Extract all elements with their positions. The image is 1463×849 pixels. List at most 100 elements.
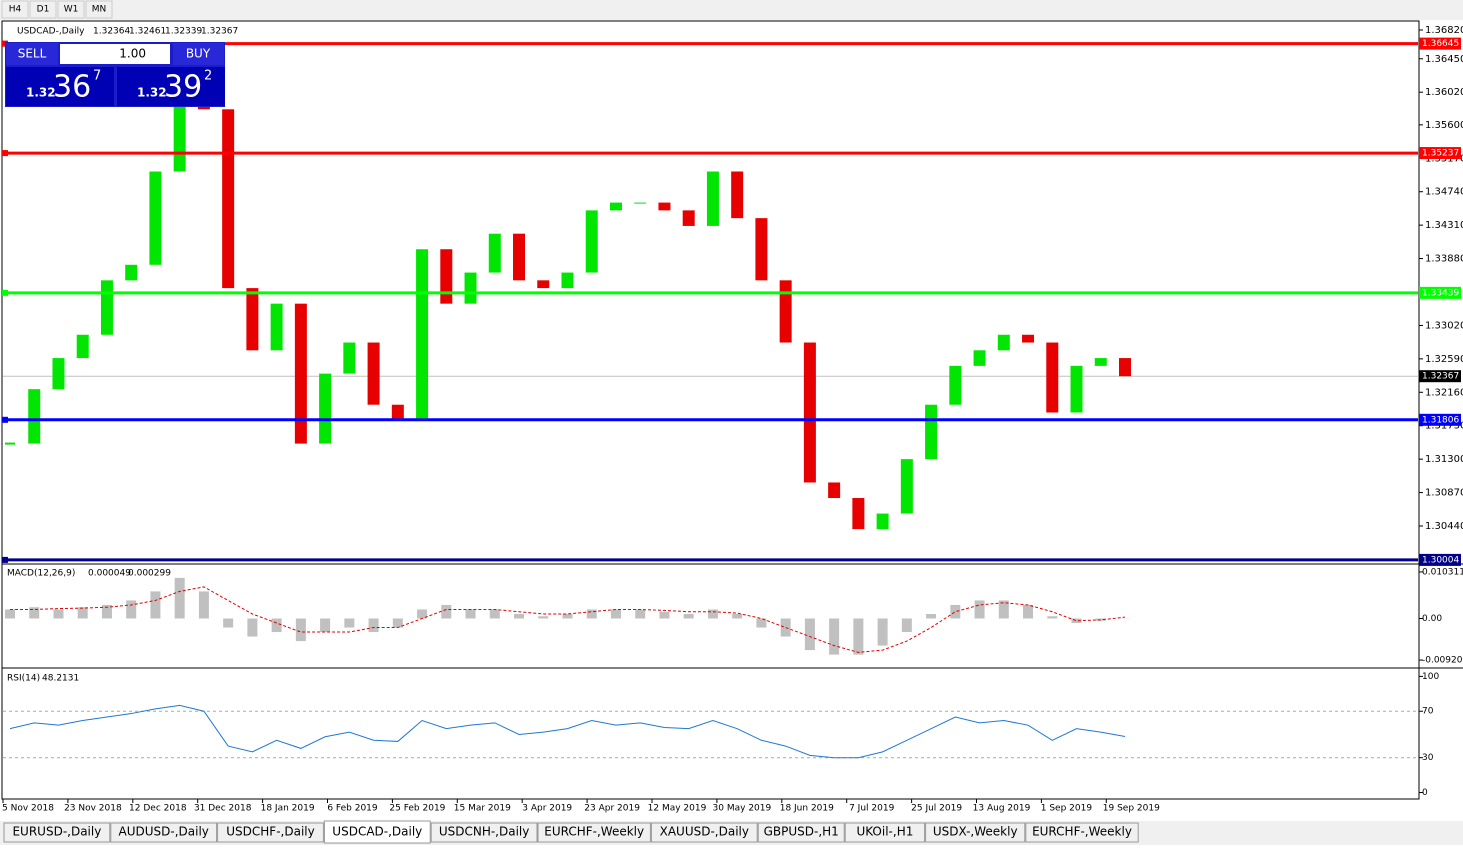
x-tick-label: 12 Dec 2018 [129,804,187,814]
macd-bar [199,591,209,618]
x-tick-label: 13 Aug 2019 [973,804,1031,814]
candle [416,249,428,420]
y-tick-label: 1.36820 [1425,25,1463,36]
macd-bar [708,609,718,618]
y-tick-label: 30 [1422,753,1434,763]
candle [222,109,234,288]
candle [586,210,598,272]
y-tick-label: 1.35600 [1425,120,1463,131]
candle [925,405,937,459]
tab-label: EURCHF-,Weekly [1032,825,1132,839]
candle [610,203,622,211]
tab-label: EURCHF-,Weekly [544,825,644,839]
y-tick-label: 70 [1422,707,1434,717]
candle [949,366,961,405]
y-tick-label: 1.36450 [1425,54,1463,65]
chart-title: USDCAD-,Daily [17,27,85,37]
candle [1046,343,1058,413]
candle [731,171,743,218]
macd-bar [853,619,863,655]
macd-bar [563,614,573,619]
macd-bar [514,614,524,619]
macd-bar [369,619,379,633]
level-handle[interactable] [2,557,8,563]
candle [319,374,331,444]
y-tick-label: 1.30870 [1425,488,1463,499]
toolbar [0,0,1463,20]
level-label: 1.31806 [1422,415,1459,425]
macd-bar [320,619,330,633]
candle [804,343,816,483]
candle [1071,366,1083,413]
y-tick-label: 100 [1422,672,1439,682]
macd-bar [150,591,160,618]
macd-bar [611,609,621,618]
ohlc-value: 1.32364 [93,27,130,37]
ohlc-value: 1.32367 [201,27,238,37]
macd-bar [466,609,476,618]
price-big: 1.32 [137,86,167,100]
candle [295,304,307,444]
level-label: 1.35237 [1422,149,1459,159]
candle [562,273,574,289]
macd-bar [635,609,645,618]
candle [537,280,549,288]
x-tick-label: 12 May 2019 [648,804,707,814]
lot-input[interactable] [60,44,170,64]
candle [125,265,137,281]
x-tick-label: 25 Feb 2019 [389,804,445,814]
candle [77,335,89,358]
x-tick-label: 23 Apr 2019 [584,804,640,814]
macd-bar [902,619,912,633]
macd-bar [5,609,15,618]
macd-bar [926,614,936,619]
macd-bar [950,605,960,619]
y-tick-label: 1.32590 [1425,354,1463,365]
x-tick-label: 1 Sep 2019 [1041,804,1093,814]
x-tick-label: 15 Mar 2019 [454,804,511,814]
level-handle[interactable] [2,290,8,296]
candle [101,280,113,334]
candle [368,343,380,405]
candle [343,343,355,374]
tab-label: USDCNH-,Daily [439,825,530,839]
level-handle[interactable] [2,417,8,423]
candle [28,389,40,443]
y-tick-label: 1.31300 [1425,454,1463,465]
y-tick-label: 1.34310 [1425,220,1463,231]
x-tick-label: 18 Jan 2019 [261,804,315,814]
tab-label: EURUSD-,Daily [12,825,101,839]
level-label: 1.33439 [1422,288,1459,298]
macd-bar [175,578,185,619]
x-tick-label: 18 Jun 2019 [780,804,834,814]
candle [974,350,986,366]
indicator-value: 48.2131 [42,674,79,684]
y-tick-label: 1.30440 [1425,521,1463,532]
x-tick-label: 19 Sep 2019 [1103,804,1160,814]
timeframe-label: H4 [9,5,22,15]
ohlc-value: 1.32461 [129,27,166,37]
macd-bar [732,614,742,619]
level-handle[interactable] [2,150,8,156]
candle [998,335,1010,351]
macd-bar [1023,605,1033,619]
x-tick-label: 31 Dec 2018 [194,804,252,814]
x-tick-label: 25 Jul 2019 [911,804,962,814]
candle [489,234,501,273]
price-pips: 36 [53,70,91,105]
x-tick-label: 6 Feb 2019 [327,804,378,814]
candle [392,405,404,421]
macd-bar [975,600,985,618]
candle [246,288,258,350]
tab-label: USDX-,Weekly [933,825,1018,839]
candle [755,218,767,280]
tab-label: GBPUSD-,H1 [764,825,839,839]
candle [149,171,161,264]
candle [465,273,477,304]
macd-bar [684,614,694,619]
rsi-line [10,705,1125,757]
macd-bar [223,619,233,628]
y-tick-label: 0 [1422,788,1428,798]
buy-label: BUY [186,47,211,61]
y-tick-label: 1.33020 [1425,320,1463,331]
